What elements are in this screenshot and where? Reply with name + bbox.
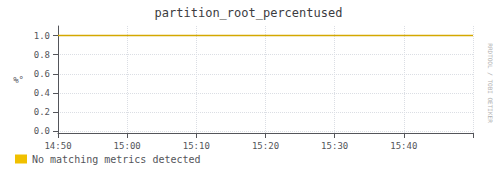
svg-text:0.8: 0.8 — [34, 50, 50, 60]
svg-text:0.4: 0.4 — [34, 88, 50, 98]
svg-text:1.0: 1.0 — [34, 31, 50, 41]
svg-text:No matching metrics detected: No matching metrics detected — [32, 154, 201, 165]
svg-text:0.0: 0.0 — [34, 126, 50, 136]
svg-text:0.6: 0.6 — [34, 69, 50, 79]
svg-text:15:40: 15:40 — [390, 141, 417, 151]
svg-text:partition_root_percentused: partition_root_percentused — [155, 6, 343, 20]
svg-text:15:10: 15:10 — [183, 141, 210, 151]
svg-text:15:20: 15:20 — [252, 141, 279, 151]
svg-text:0.2: 0.2 — [34, 107, 50, 117]
svg-text:RRDTOOL / TOBI OETIKER: RRDTOOL / TOBI OETIKER — [487, 43, 494, 123]
svg-text:%°: %° — [13, 75, 24, 85]
svg-text:15:30: 15:30 — [321, 141, 348, 151]
svg-text:15:00: 15:00 — [114, 141, 141, 151]
svg-text:14:50: 14:50 — [44, 141, 71, 151]
